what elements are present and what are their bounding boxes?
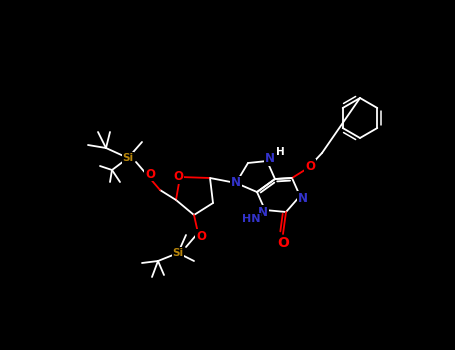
Text: O: O — [173, 170, 183, 183]
Text: O: O — [277, 236, 289, 250]
Text: O: O — [196, 230, 206, 243]
Text: N: N — [231, 176, 241, 189]
Text: N: N — [258, 205, 268, 218]
Text: Si: Si — [172, 248, 183, 258]
Text: N: N — [265, 153, 275, 166]
Text: Si: Si — [122, 153, 134, 163]
Text: H: H — [276, 147, 284, 157]
Text: N: N — [298, 191, 308, 204]
Text: O: O — [145, 168, 155, 181]
Text: HN: HN — [242, 214, 260, 224]
Text: O: O — [305, 160, 315, 173]
